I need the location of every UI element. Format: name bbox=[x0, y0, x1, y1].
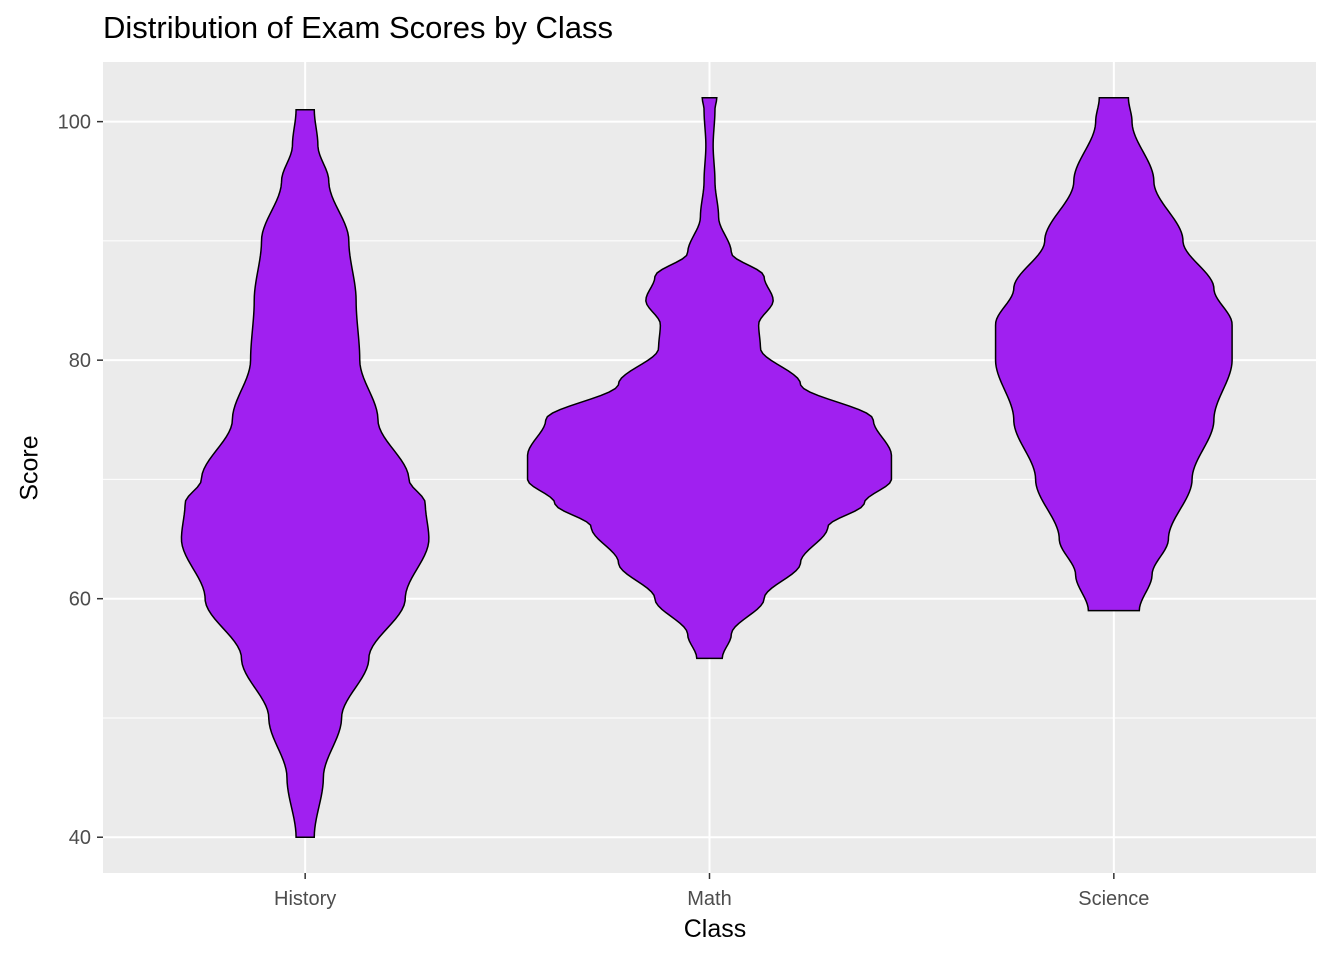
y-tick-label: 60 bbox=[69, 589, 91, 611]
violin-history bbox=[180, 108, 430, 838]
chart-title: Distribution of Exam Scores by Class bbox=[103, 10, 613, 45]
violin-group bbox=[180, 97, 1233, 838]
y-tick-label: 80 bbox=[69, 350, 91, 372]
x-axis-label: Class bbox=[683, 915, 747, 943]
x-tick-label: Math bbox=[687, 888, 731, 910]
x-tick-label: History bbox=[274, 888, 336, 910]
violin-math bbox=[526, 97, 893, 660]
x-axis-ticks: History Math Science bbox=[274, 873, 1149, 910]
y-tick-label: 40 bbox=[69, 827, 91, 849]
y-tick-label: 100 bbox=[58, 112, 91, 134]
x-tick-label: Science bbox=[1078, 888, 1149, 910]
violin-science bbox=[994, 97, 1233, 612]
y-axis-ticks: 40 60 80 100 bbox=[58, 112, 103, 849]
